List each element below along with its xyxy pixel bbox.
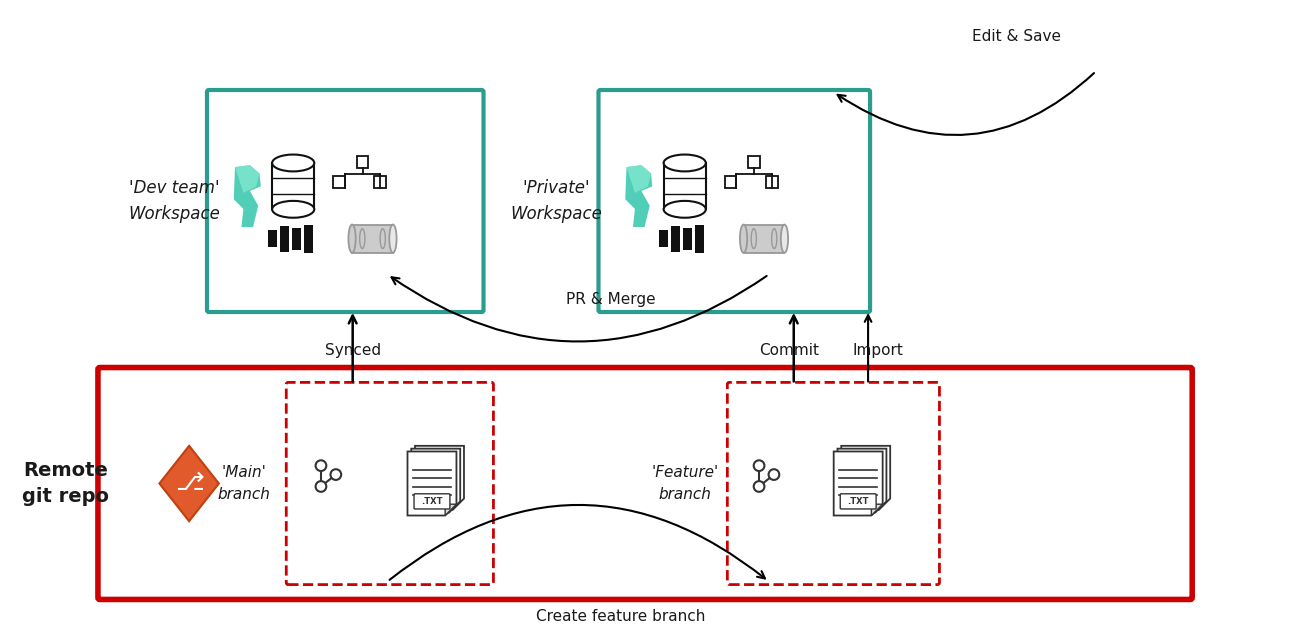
Polygon shape xyxy=(841,446,891,510)
Polygon shape xyxy=(159,446,219,521)
Text: 'Private'
Workspace: 'Private' Workspace xyxy=(509,179,602,223)
Bar xyxy=(743,225,785,253)
Polygon shape xyxy=(837,448,887,513)
Circle shape xyxy=(754,460,764,471)
Polygon shape xyxy=(415,446,464,510)
Polygon shape xyxy=(627,165,650,193)
Circle shape xyxy=(754,481,764,492)
FancyBboxPatch shape xyxy=(840,494,876,509)
Bar xyxy=(353,225,393,253)
Circle shape xyxy=(316,481,326,492)
Text: Synced: Synced xyxy=(325,343,381,358)
Polygon shape xyxy=(234,165,261,227)
Text: Commit: Commit xyxy=(759,343,819,358)
Ellipse shape xyxy=(349,225,355,253)
Text: ⎇: ⎇ xyxy=(175,472,204,496)
Text: PR & Merge: PR & Merge xyxy=(565,292,656,306)
FancyBboxPatch shape xyxy=(598,90,870,312)
Text: 'Main'
branch: 'Main' branch xyxy=(217,465,270,502)
Polygon shape xyxy=(235,165,260,193)
Polygon shape xyxy=(411,448,460,513)
Ellipse shape xyxy=(663,155,705,171)
Circle shape xyxy=(316,460,326,471)
Bar xyxy=(663,163,705,209)
Polygon shape xyxy=(407,452,457,516)
Polygon shape xyxy=(833,452,883,516)
Text: Create feature branch: Create feature branch xyxy=(535,609,705,624)
Ellipse shape xyxy=(741,225,747,253)
Bar xyxy=(333,176,345,188)
Bar xyxy=(671,226,680,252)
Bar xyxy=(357,156,368,168)
Ellipse shape xyxy=(272,201,315,218)
Bar xyxy=(683,228,692,250)
Bar xyxy=(375,176,387,188)
Bar xyxy=(660,230,669,247)
FancyBboxPatch shape xyxy=(206,90,483,312)
Bar xyxy=(765,176,777,188)
Text: Remote
git repo: Remote git repo xyxy=(22,461,108,506)
FancyBboxPatch shape xyxy=(286,382,494,584)
Bar xyxy=(303,225,312,253)
Polygon shape xyxy=(445,504,457,516)
Bar xyxy=(291,228,300,250)
Circle shape xyxy=(768,469,780,480)
FancyBboxPatch shape xyxy=(98,367,1192,599)
Ellipse shape xyxy=(781,225,788,253)
Text: 'Dev team'
Workspace: 'Dev team' Workspace xyxy=(128,179,221,223)
Ellipse shape xyxy=(272,155,315,171)
Bar xyxy=(695,225,704,253)
FancyBboxPatch shape xyxy=(727,382,939,584)
FancyBboxPatch shape xyxy=(414,494,449,509)
Text: Edit & Save: Edit & Save xyxy=(972,29,1062,44)
Bar xyxy=(725,176,737,188)
Bar xyxy=(268,230,277,247)
Ellipse shape xyxy=(389,225,397,253)
Text: .TXT: .TXT xyxy=(422,497,443,506)
Text: 'Feature'
branch: 'Feature' branch xyxy=(652,465,718,502)
Polygon shape xyxy=(871,504,883,516)
Ellipse shape xyxy=(663,201,705,218)
Polygon shape xyxy=(626,165,652,227)
Bar xyxy=(279,226,289,252)
Bar xyxy=(748,156,760,168)
Circle shape xyxy=(330,469,341,480)
Text: Import: Import xyxy=(853,343,904,358)
Text: .TXT: .TXT xyxy=(848,497,868,506)
Bar xyxy=(272,163,315,209)
